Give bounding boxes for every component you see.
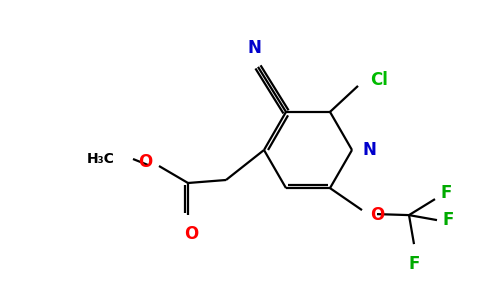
Text: O: O — [138, 153, 152, 171]
Text: Cl: Cl — [370, 71, 388, 89]
Text: N: N — [247, 39, 261, 57]
Text: H₃C: H₃C — [87, 152, 115, 166]
Text: N: N — [362, 141, 376, 159]
Text: O: O — [370, 206, 384, 224]
Text: F: F — [441, 184, 453, 202]
Text: F: F — [443, 211, 454, 229]
Text: O: O — [184, 225, 198, 243]
Text: F: F — [408, 255, 420, 273]
